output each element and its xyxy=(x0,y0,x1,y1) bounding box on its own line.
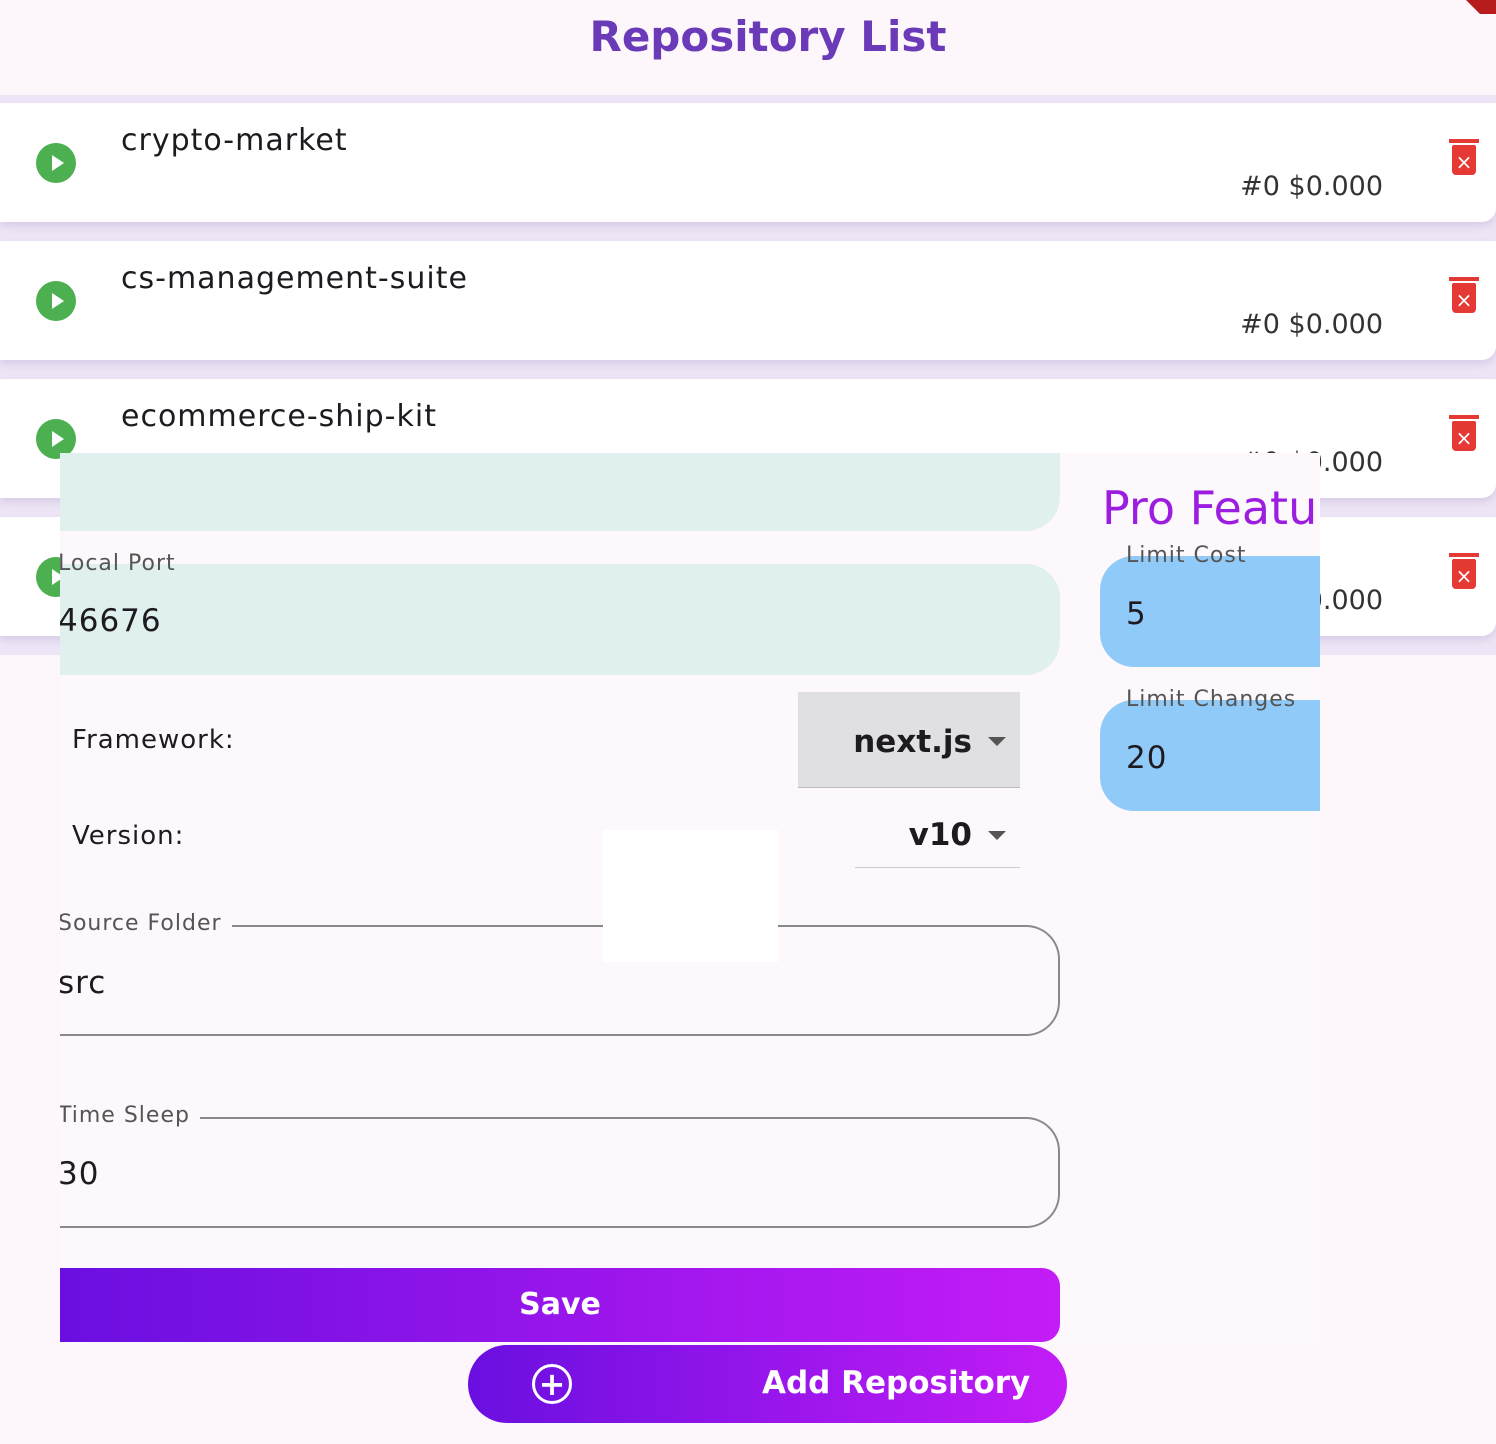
limit-changes-field[interactable] xyxy=(1100,700,1320,811)
version-label: Version: xyxy=(72,821,185,851)
delete-button[interactable]: × xyxy=(1449,553,1479,589)
repo-stats: #0 $0.000 xyxy=(1240,309,1383,340)
field-value: 30 xyxy=(60,1156,100,1192)
field-value: 46676 xyxy=(60,603,162,639)
settings-panel: Local Port 46676 Framework: next.js Vers… xyxy=(60,453,1320,1345)
repo-stats: #0 $0.000 xyxy=(1240,171,1383,202)
framework-dropdown[interactable]: next.js xyxy=(798,692,1020,788)
button-label: Add Repository xyxy=(762,1365,1031,1401)
framework-label: Framework: xyxy=(72,725,235,755)
plus-icon: + xyxy=(532,1364,572,1404)
field-label: Source Folder xyxy=(60,911,232,936)
limit-cost-field[interactable] xyxy=(1100,556,1320,667)
field-label: Limit Cost xyxy=(1126,543,1247,568)
field-value: 20 xyxy=(1126,740,1168,776)
field-label: Time Sleep xyxy=(60,1103,200,1128)
save-button[interactable]: Save xyxy=(60,1268,1060,1342)
field-label: Limit Changes xyxy=(1126,687,1297,712)
time-sleep-field[interactable] xyxy=(60,1117,1060,1228)
delete-button[interactable]: × xyxy=(1449,139,1479,175)
text-field[interactable] xyxy=(60,453,1060,531)
dropdown-value: next.js xyxy=(853,724,972,760)
field-value: src xyxy=(60,965,107,1001)
repo-name: ecommerce-ship-kit xyxy=(121,399,437,434)
dropdown-arrow xyxy=(988,831,1006,840)
source-folder-field[interactable] xyxy=(60,925,1060,1036)
repo-card[interactable]: cs-management-suite #0 $0.000 × xyxy=(0,241,1496,360)
delete-button[interactable]: × xyxy=(1449,277,1479,313)
delete-button[interactable]: × xyxy=(1449,415,1479,451)
field-label: Local Port xyxy=(60,551,176,576)
version-dropdown[interactable]: v10 xyxy=(855,813,1020,868)
pro-panel: Pro Features Limit Cost 5 Limit Changes … xyxy=(1100,453,1320,1345)
dropdown-arrow xyxy=(988,737,1006,746)
repo-card[interactable]: crypto-market #0 $0.000 × xyxy=(0,103,1496,222)
pro-title: Pro Features xyxy=(1102,481,1320,535)
blank-box xyxy=(603,830,778,962)
run-button[interactable] xyxy=(36,419,76,459)
add-repository-button[interactable]: + Add Repository xyxy=(468,1345,1067,1423)
run-button[interactable] xyxy=(36,143,76,183)
dropdown-value: v10 xyxy=(908,817,972,853)
field-value: 5 xyxy=(1126,596,1147,632)
run-button[interactable] xyxy=(36,281,76,321)
repo-name: crypto-market xyxy=(121,123,348,158)
repo-name: cs-management-suite xyxy=(121,261,468,296)
local-port-field[interactable] xyxy=(60,564,1060,675)
page-title: Repository List xyxy=(589,12,947,61)
